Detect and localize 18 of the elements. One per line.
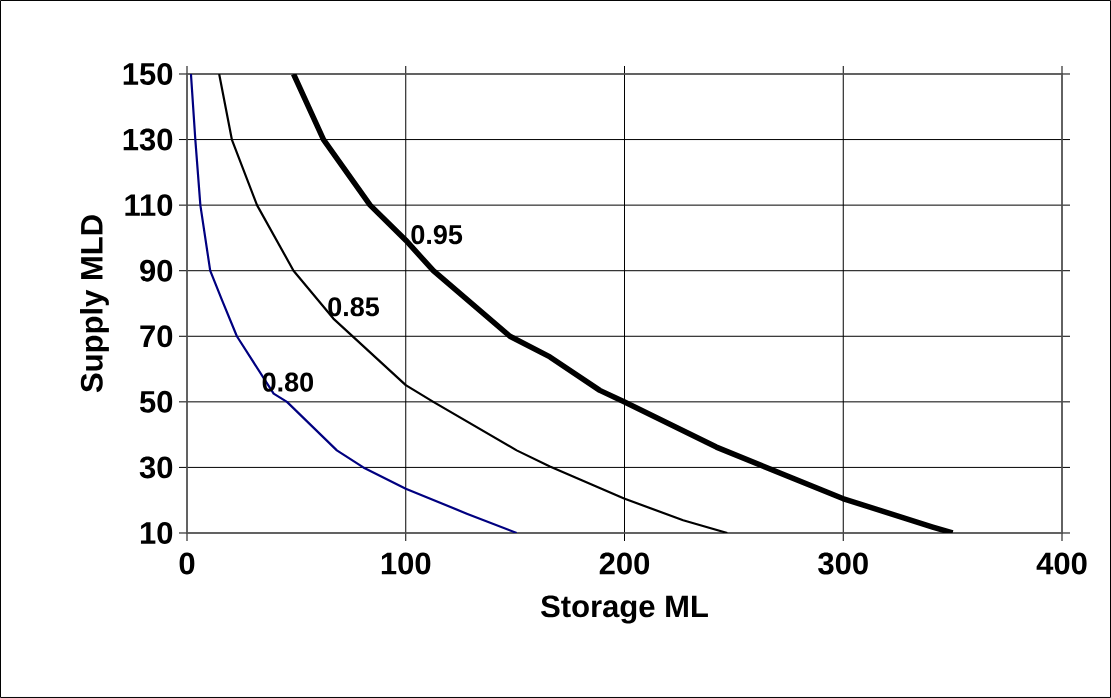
y-tick-label: 70 bbox=[140, 325, 173, 348]
y-tick-label: 10 bbox=[140, 522, 173, 544]
x-axis-title: Storage ML bbox=[541, 595, 708, 624]
x-tick-label: 400 bbox=[1036, 552, 1087, 575]
x-tick-label: 300 bbox=[818, 552, 868, 575]
x-tick-label: 100 bbox=[381, 552, 431, 575]
y-tick-label: 50 bbox=[139, 390, 173, 413]
y-tick-label: 30 bbox=[139, 456, 173, 479]
annotation: 0.95 bbox=[411, 225, 463, 245]
y-tick-label: 110 bbox=[125, 194, 173, 217]
line-series bbox=[189, 73, 518, 533]
x-tick-label: 200 bbox=[599, 552, 650, 575]
y-tick-label: 150 bbox=[123, 63, 173, 85]
y-tick-label: 90 bbox=[140, 259, 173, 282]
x-tick-label: 0 bbox=[179, 552, 195, 575]
y-axis-title: Supply MLD bbox=[79, 215, 109, 393]
y-tick-label: 130 bbox=[123, 128, 173, 151]
annotation: 0.85 bbox=[328, 297, 380, 317]
